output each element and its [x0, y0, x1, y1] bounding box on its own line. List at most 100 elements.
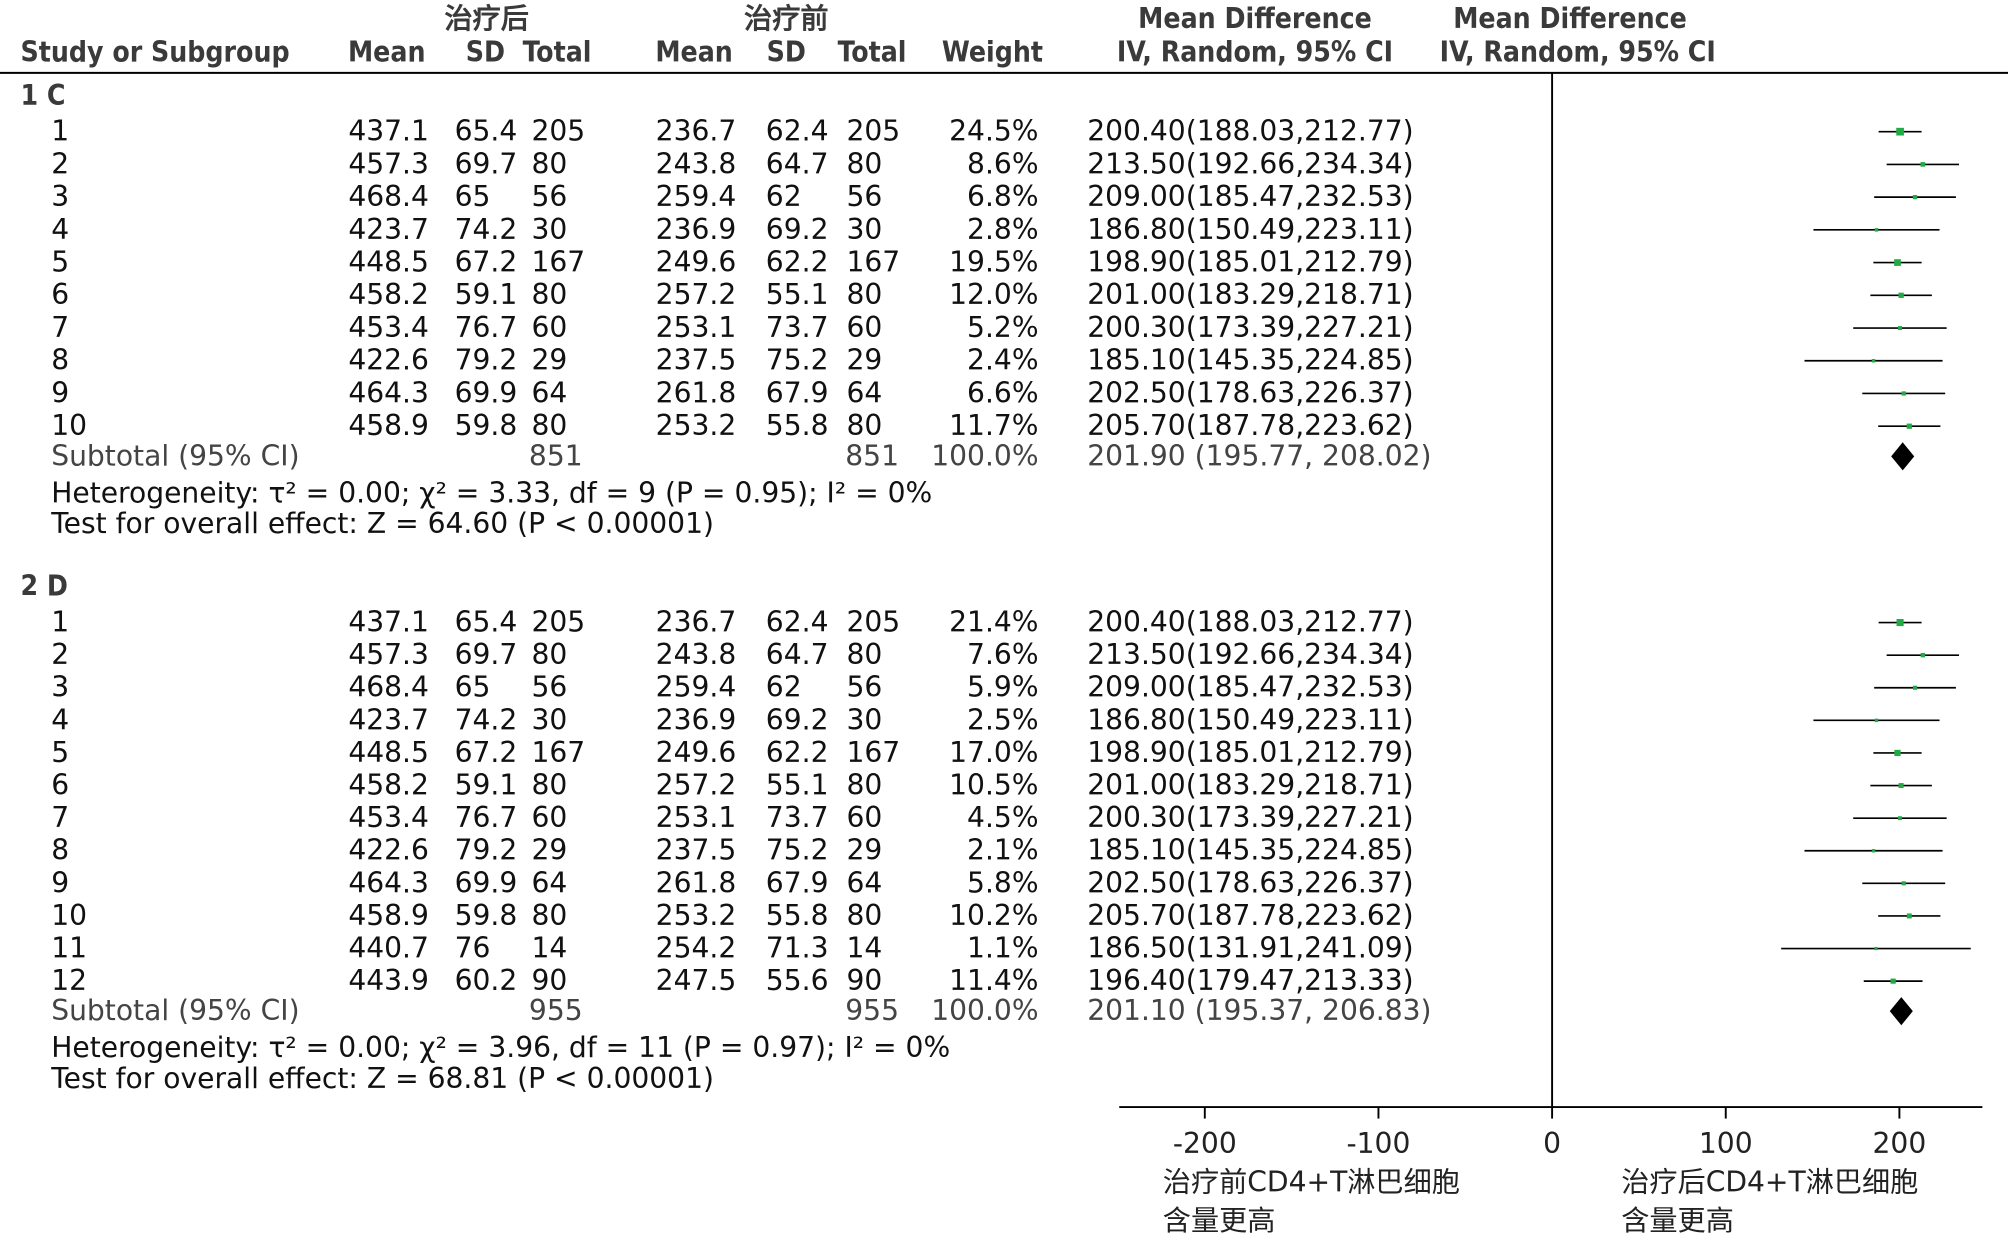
table-row: 6 458.2 59.1 80 257.2 55.1 80 10.5% 201.00(183.2… — [51, 769, 1413, 802]
mean-before: 236.9 — [656, 213, 737, 246]
subtotal-ci: 201.90 (195.77, 208.02) — [1087, 439, 1431, 472]
effect-marker — [1920, 162, 1926, 167]
mean-after-header: Mean — [348, 35, 426, 68]
sd-before: 55.1 — [766, 769, 829, 802]
sd-after: 79.2 — [455, 834, 518, 867]
total-before: 167 — [846, 246, 900, 279]
total-before: 80 — [846, 769, 882, 802]
mean-after: 458.2 — [348, 278, 429, 311]
study-weight: 6.6% — [967, 376, 1039, 409]
table-rows: 1 C1 437.1 65.4 205 236.7 62.4 205 24.5% 200.40(… — [20, 79, 1431, 1095]
study-ci: 201.00(183.29,218.71) — [1087, 769, 1413, 802]
total-after: 205 — [531, 606, 585, 639]
total-after: 29 — [531, 344, 567, 377]
sd-after: 69.7 — [455, 638, 518, 671]
study-id: 6 — [51, 769, 69, 802]
study-ci: 185.10(145.35,224.85) — [1087, 834, 1413, 867]
study-id: 7 — [51, 801, 69, 834]
total-after: 205 — [531, 115, 585, 148]
favours-before-label-2: 含量更高 — [1163, 1204, 1276, 1237]
total-before: 80 — [846, 409, 882, 442]
sd-after: 60.2 — [455, 964, 518, 997]
total-after: 30 — [531, 703, 567, 736]
effect-header-top: Mean Difference — [1138, 2, 1372, 35]
total-after: 14 — [531, 932, 567, 965]
total-before: 80 — [846, 638, 882, 671]
sd-after: 69.9 — [455, 866, 518, 899]
study-weight: 11.4% — [949, 964, 1038, 997]
table-row: 4 423.7 74.2 30 236.9 69.2 30 2.5% 186.80(150.49… — [51, 703, 1413, 736]
study-id: 9 — [51, 376, 69, 409]
study-ci: 205.70(187.78,223.62) — [1087, 409, 1413, 442]
sd-before: 62.2 — [766, 736, 829, 769]
mean-before: 253.1 — [656, 311, 737, 344]
study-weight: 10.2% — [949, 899, 1038, 932]
mean-after: 448.5 — [348, 736, 429, 769]
total-after: 64 — [531, 376, 567, 409]
overall-effect-text: Test for overall effect: Z = 64.60 (P < … — [50, 507, 714, 540]
plot-header-bottom: IV, Random, 95% CI — [1440, 35, 1716, 68]
total-before: 80 — [846, 899, 882, 932]
study-weight: 5.2% — [967, 311, 1039, 344]
total-after: 60 — [531, 311, 567, 344]
sd-after-header: SD — [466, 35, 505, 68]
mean-before: 253.1 — [656, 801, 737, 834]
sd-before: 64.7 — [766, 638, 829, 671]
effect-marker — [1906, 423, 1912, 429]
study-id: 8 — [51, 344, 69, 377]
study-ci: 213.50(192.66,234.34) — [1087, 147, 1413, 180]
favours-after-label: 治疗后CD4+T淋巴细胞 — [1621, 1165, 1918, 1198]
table-row: 10 458.9 59.8 80 253.2 55.8 80 11.7% 205.70(187.… — [51, 409, 1413, 442]
sd-after: 65 — [455, 180, 491, 213]
study-weight: 17.0% — [949, 736, 1038, 769]
subgroup-label: 1 C — [20, 79, 65, 112]
group-before-header: 治疗前 — [744, 2, 828, 35]
effect-marker — [1896, 619, 1904, 627]
study-id: 2 — [51, 638, 69, 671]
mean-before-header: Mean — [655, 35, 733, 68]
mean-before: 261.8 — [656, 376, 737, 409]
study-weight: 4.5% — [967, 801, 1039, 834]
sd-after: 67.2 — [455, 246, 518, 279]
sd-before-header: SD — [767, 35, 806, 68]
study-id: 5 — [51, 736, 69, 769]
effect-marker — [1874, 718, 1879, 723]
total-after: 80 — [531, 638, 567, 671]
total-before: 29 — [846, 834, 882, 867]
total-after: 80 — [531, 899, 567, 932]
study-id: 3 — [51, 671, 69, 704]
study-weight: 2.1% — [967, 834, 1039, 867]
study-weight: 10.5% — [949, 769, 1038, 802]
mean-after: 422.6 — [348, 344, 429, 377]
sd-after: 69.7 — [455, 147, 518, 180]
subtotal-total-after: 955 — [529, 994, 583, 1027]
sd-after: 59.8 — [455, 409, 518, 442]
study-id: 4 — [51, 703, 69, 736]
sd-before: 67.9 — [766, 866, 829, 899]
study-id: 8 — [51, 834, 69, 867]
mean-after: 440.7 — [348, 932, 429, 965]
sd-before: 73.7 — [766, 311, 829, 344]
total-before: 80 — [846, 147, 882, 180]
study-weight: 7.6% — [967, 638, 1039, 671]
sd-after: 65 — [455, 671, 491, 704]
table-row: 9 464.3 69.9 64 261.8 67.9 64 5.8% 202.50(178.63… — [51, 866, 1413, 899]
total-after: 80 — [531, 278, 567, 311]
study-weight: 12.0% — [949, 278, 1038, 311]
mean-after: 437.1 — [348, 115, 429, 148]
sd-before: 69.2 — [766, 213, 829, 246]
effect-marker — [1920, 652, 1926, 658]
total-before: 29 — [846, 344, 882, 377]
mean-after: 422.6 — [348, 834, 429, 867]
study-ci: 200.40(188.03,212.77) — [1087, 115, 1413, 148]
sd-after: 67.2 — [455, 736, 518, 769]
table-row: 7 453.4 76.7 60 253.1 73.7 60 5.2% 200.30(173.39… — [51, 311, 1413, 344]
total-before: 60 — [846, 311, 882, 344]
x-tick-label: 100 — [1699, 1127, 1753, 1160]
study-ci: 186.80(150.49,223.11) — [1087, 703, 1413, 736]
effect-marker — [1874, 946, 1878, 951]
sd-after: 76.7 — [455, 801, 518, 834]
